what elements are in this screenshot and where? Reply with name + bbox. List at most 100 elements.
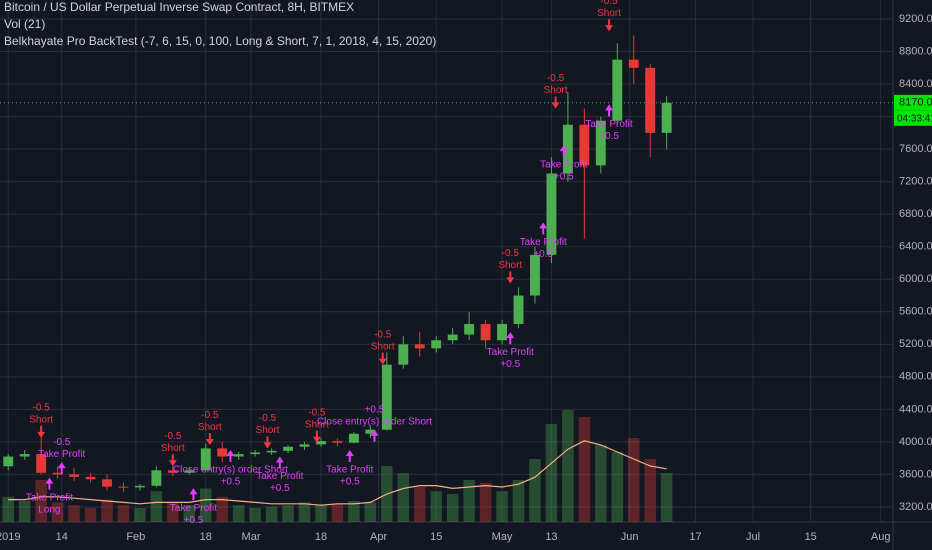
volume-bar bbox=[2, 496, 14, 522]
signal-qty: +0.5 bbox=[270, 483, 290, 494]
signal-arrow bbox=[370, 429, 379, 442]
signal-arrow bbox=[263, 436, 272, 449]
signal-qty: -0.5 bbox=[502, 248, 520, 259]
x-tick-label: May bbox=[492, 531, 513, 543]
x-tick-label: 2019 bbox=[0, 531, 20, 543]
y-tick-label: 4000.0 bbox=[899, 436, 932, 448]
volume-bar bbox=[512, 480, 525, 522]
signal-text: Short bbox=[371, 341, 395, 352]
signal-arrow bbox=[605, 104, 614, 117]
y-tick-label: 8800.0 bbox=[899, 45, 932, 57]
signal-arrow bbox=[378, 352, 387, 365]
volume-pane bbox=[2, 410, 673, 522]
candle-body bbox=[184, 470, 195, 473]
signal-arrow bbox=[45, 477, 54, 490]
signal-qty: +0.5 bbox=[184, 515, 204, 526]
signal-text: Take Profit bbox=[487, 347, 534, 358]
candle-body bbox=[497, 323, 507, 341]
y-tick-label: 4800.0 bbox=[899, 371, 932, 383]
y-tick-label: 8400.0 bbox=[899, 78, 932, 90]
volume-bar bbox=[611, 452, 624, 522]
x-tick-label: 15 bbox=[805, 531, 817, 543]
volume-bar bbox=[199, 488, 212, 522]
volume-bar bbox=[364, 502, 377, 522]
signal-text: Take Profit bbox=[540, 160, 587, 171]
signal: Short-0.5 bbox=[29, 402, 53, 438]
volume-bar bbox=[331, 503, 344, 522]
signal: Short-0.5 bbox=[305, 407, 329, 443]
signal: Short-0.5 bbox=[498, 248, 522, 284]
signal-arrow bbox=[506, 271, 515, 284]
volume-bar bbox=[627, 438, 640, 522]
signal: Close entry(s) order Short+0.5 bbox=[317, 404, 432, 442]
signal-qty: -0.5 bbox=[33, 402, 51, 413]
x-tick-label: Jun bbox=[621, 531, 639, 543]
candle-body bbox=[316, 441, 326, 445]
signal-text: Take Profit bbox=[256, 471, 303, 482]
volume-bar bbox=[595, 445, 607, 522]
candle-body bbox=[612, 59, 623, 121]
candle-body bbox=[546, 173, 557, 255]
signal-arrow bbox=[559, 145, 568, 158]
candle-body bbox=[414, 344, 425, 349]
volume-bar bbox=[348, 501, 360, 522]
signal: Short-0.5 bbox=[371, 329, 395, 365]
x-tick-label: Aug bbox=[871, 531, 891, 543]
volume-bar bbox=[101, 499, 113, 522]
volume-bar bbox=[397, 473, 410, 522]
volume-bar bbox=[463, 480, 475, 522]
volume-bar bbox=[413, 487, 426, 522]
volume-ma-line bbox=[8, 440, 667, 506]
candle-body bbox=[365, 429, 376, 434]
candle-body bbox=[36, 454, 47, 473]
signal-text: Take Profit bbox=[326, 465, 373, 476]
y-tick-label: 5600.0 bbox=[899, 306, 932, 318]
signal-text: Short bbox=[305, 419, 329, 430]
signal: Take Profit+0.5 bbox=[540, 145, 588, 183]
signal-qty: +0.5 bbox=[365, 404, 385, 415]
signal: Short-0.5 bbox=[544, 73, 568, 109]
candle-body bbox=[464, 323, 475, 335]
signal-arrow bbox=[189, 488, 198, 501]
signal-arrow bbox=[226, 450, 235, 463]
volume-bar bbox=[150, 491, 163, 522]
last-price-label: 8170.0 bbox=[899, 97, 932, 109]
last-price-box bbox=[894, 94, 932, 111]
x-tick-label: Mar bbox=[242, 531, 261, 543]
candle-body bbox=[69, 474, 80, 477]
indicator-label: Belkhayate Pro BackTest (-7, 6, 15, 0, 1… bbox=[4, 34, 436, 48]
candle-body bbox=[3, 456, 14, 467]
candle-body bbox=[283, 446, 294, 451]
volume-bar bbox=[265, 506, 278, 522]
axes: 3200.0 3600.0 4000.0 4400.0 4800.0 5200.0 5600… bbox=[0, 13, 932, 543]
volume-bar bbox=[282, 505, 294, 522]
signal-qty: -0.5 bbox=[374, 329, 392, 340]
signal-qty: -0.5 bbox=[308, 407, 326, 418]
x-tick-label: Jul bbox=[746, 531, 760, 543]
volume-bar bbox=[660, 473, 673, 522]
signal-text: Take Profit bbox=[38, 449, 85, 460]
volume-bar bbox=[562, 410, 574, 522]
x-tick-label: Apr bbox=[370, 531, 387, 543]
signal-arrow bbox=[506, 332, 515, 345]
signal-text: Close entry(s) order Short bbox=[173, 465, 288, 476]
y-tick-label: 3600.0 bbox=[899, 468, 932, 480]
y-tick-label: 6400.0 bbox=[899, 241, 932, 253]
candle-body bbox=[645, 67, 656, 133]
x-tick-label: 17 bbox=[689, 531, 701, 543]
volume-bar bbox=[315, 505, 327, 522]
signal-text: Short bbox=[256, 425, 280, 436]
candle-body bbox=[102, 479, 112, 487]
candle-body bbox=[233, 454, 244, 457]
volume-bar bbox=[545, 424, 558, 522]
signal: Short-0.5 bbox=[161, 431, 185, 467]
candle-body bbox=[447, 334, 458, 341]
signal-text: Short bbox=[498, 260, 522, 271]
candle-body bbox=[217, 448, 228, 457]
signal-text: Short bbox=[597, 8, 621, 19]
signal-arrow bbox=[37, 425, 46, 438]
x-tick-label: 13 bbox=[545, 531, 557, 543]
candle-body bbox=[167, 470, 178, 473]
signal-arrow bbox=[57, 462, 66, 475]
